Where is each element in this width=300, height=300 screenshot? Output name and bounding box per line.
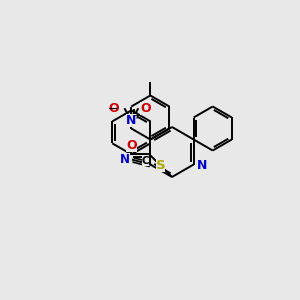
Text: N: N [120, 153, 130, 166]
Text: O: O [109, 102, 119, 115]
Text: C: C [142, 155, 149, 166]
Text: N: N [126, 114, 136, 127]
Text: −: − [108, 103, 119, 116]
Text: S: S [156, 159, 166, 172]
Text: O: O [126, 139, 137, 152]
Text: +: + [132, 111, 140, 122]
Text: N: N [197, 159, 207, 172]
Text: O: O [140, 102, 151, 115]
